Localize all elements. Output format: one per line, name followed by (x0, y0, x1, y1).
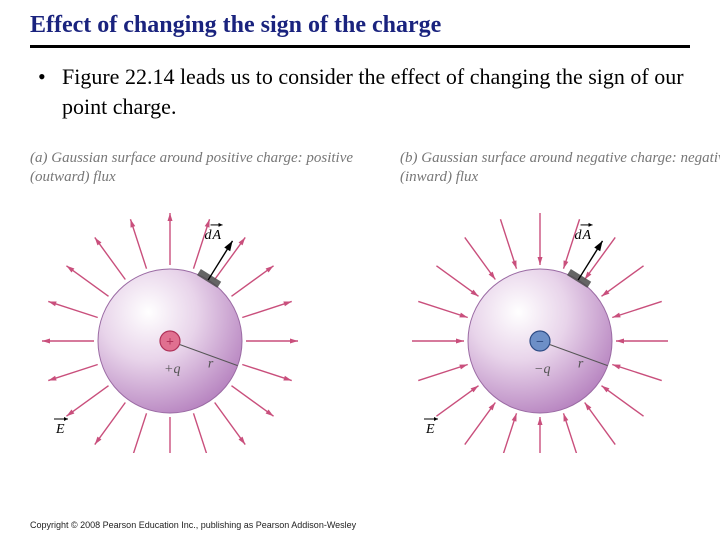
diagram-b: r − −q dA E (400, 193, 700, 453)
figure-area: (a) Gaussian surface around positive cha… (0, 149, 720, 479)
svg-text:r: r (578, 356, 584, 371)
bullet-row: • Figure 22.14 leads us to consider the … (0, 62, 720, 121)
svg-text:r: r (208, 356, 214, 371)
svg-text:A: A (582, 228, 592, 243)
svg-text:−: − (536, 335, 544, 350)
bullet-text: Figure 22.14 leads us to consider the ef… (62, 62, 690, 121)
svg-text:−q: −q (534, 362, 550, 377)
panel-b: (b) Gaussian surface around negative cha… (400, 149, 720, 453)
page-title: Effect of changing the sign of the charg… (0, 0, 720, 45)
caption-a-tag: (a) (30, 150, 48, 166)
diagram-a: r + +q dA E (30, 193, 330, 453)
title-rule (30, 45, 690, 48)
svg-text:E: E (425, 422, 435, 437)
svg-text:A: A (212, 228, 222, 243)
panel-a: (a) Gaussian surface around positive cha… (30, 149, 370, 453)
svg-text:E: E (55, 422, 65, 437)
svg-text:+q: +q (164, 362, 180, 377)
caption-a-text: Gaussian surface around positive charge:… (30, 150, 353, 185)
copyright: Copyright © 2008 Pearson Education Inc.,… (30, 520, 356, 530)
svg-text:d: d (205, 228, 213, 243)
svg-text:+: + (166, 335, 174, 350)
bullet-marker: • (38, 62, 62, 121)
caption-b-tag: (b) (400, 150, 418, 166)
caption-b-text: Gaussian surface around negative charge:… (400, 150, 720, 185)
caption-b: (b) Gaussian surface around negative cha… (400, 149, 720, 187)
caption-a: (a) Gaussian surface around positive cha… (30, 149, 370, 187)
svg-text:d: d (575, 228, 583, 243)
